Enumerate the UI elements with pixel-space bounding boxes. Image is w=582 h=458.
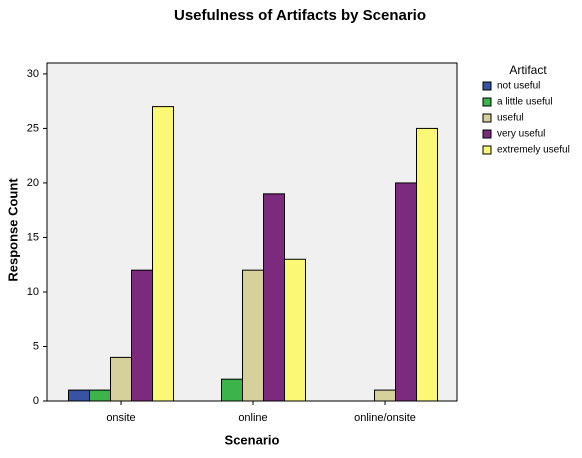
y-axis-title: Response Count: [5, 178, 20, 282]
legend-label: a little useful: [497, 97, 553, 108]
y-tick-label: 0: [33, 395, 39, 407]
legend-swatch: [482, 113, 492, 123]
bar: [284, 258, 306, 402]
bar: [89, 389, 111, 402]
legend-label: useful: [497, 113, 524, 124]
chart-title: Usefulness of Artifacts by Scenario: [174, 7, 426, 24]
bar: [110, 356, 132, 402]
bar: [131, 269, 153, 402]
bar: [416, 127, 438, 402]
bar: [152, 106, 174, 402]
legend-label: not useful: [497, 81, 540, 92]
x-axis-title: Scenario: [225, 432, 280, 447]
legend-swatch: [482, 81, 492, 91]
y-tick-label: 15: [27, 231, 39, 243]
legend-title: Artifact: [509, 63, 547, 77]
bar: [68, 389, 90, 402]
y-tick-label: 20: [27, 177, 39, 189]
bar: [242, 269, 264, 402]
y-tick-label: 5: [33, 340, 39, 352]
y-tick-label: 25: [27, 122, 39, 134]
x-tick-label: onsite: [106, 412, 135, 424]
y-tick-label: 10: [27, 286, 39, 298]
bar: [395, 182, 417, 402]
bar: [221, 378, 243, 402]
x-tick-label: online/onsite: [354, 412, 416, 424]
legend-label: very useful: [497, 129, 545, 140]
legend-label: extremely useful: [497, 145, 570, 156]
legend-swatch: [482, 145, 492, 155]
bar: [374, 389, 396, 402]
legend-swatch: [482, 129, 492, 139]
y-tick-label: 30: [27, 68, 39, 80]
x-tick-label: online: [238, 412, 267, 424]
legend-swatch: [482, 97, 492, 107]
bar: [263, 193, 285, 402]
